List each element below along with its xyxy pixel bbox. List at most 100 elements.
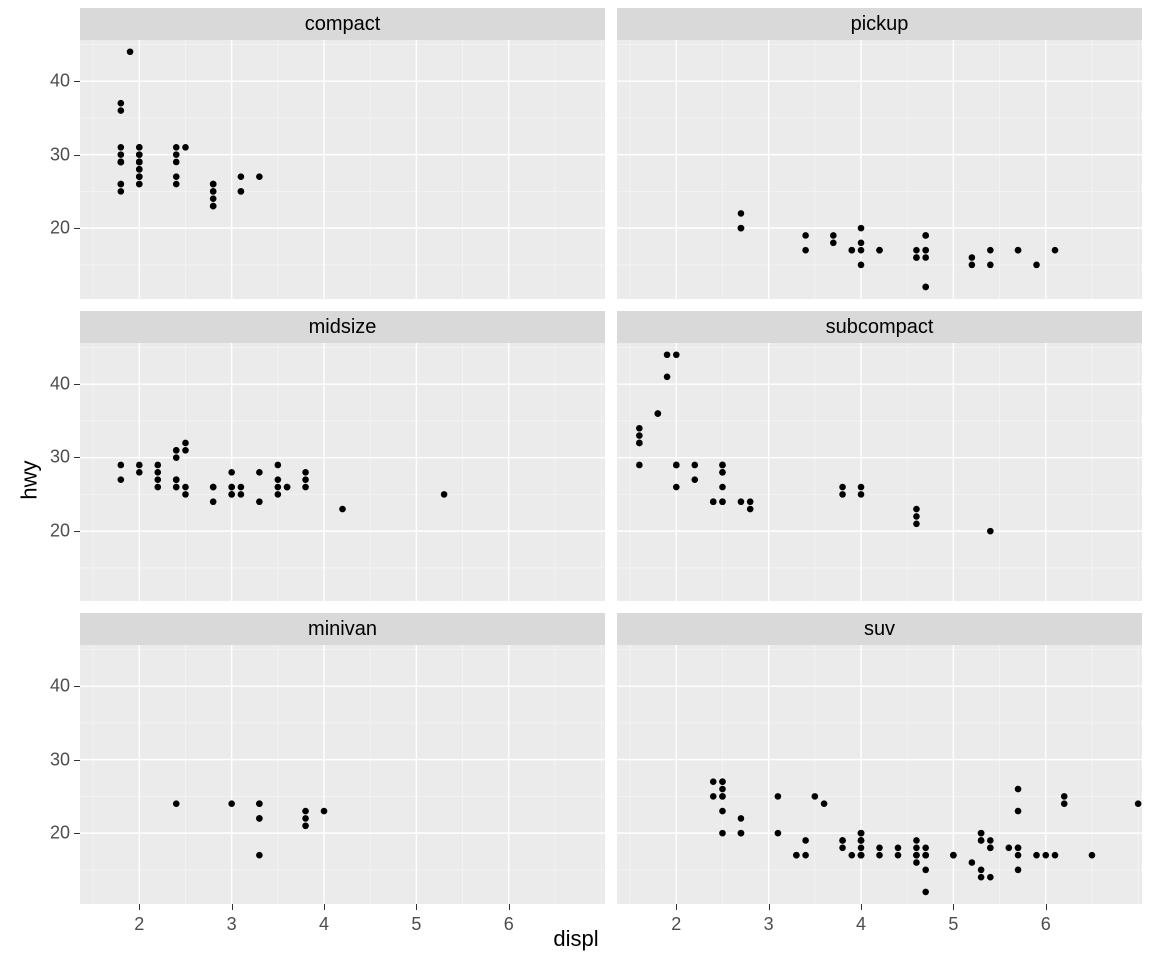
x-tick-group: 23456 bbox=[617, 904, 1142, 938]
data-point bbox=[136, 181, 143, 188]
data-point bbox=[1042, 852, 1049, 859]
data-point bbox=[848, 247, 855, 254]
data-point bbox=[719, 808, 726, 815]
data-point bbox=[738, 815, 745, 822]
data-point bbox=[210, 483, 217, 490]
data-point bbox=[302, 808, 309, 815]
x-tick-label: 6 bbox=[1041, 914, 1051, 935]
data-point bbox=[673, 461, 680, 468]
data-point bbox=[839, 491, 846, 498]
y-tick-label: 30 bbox=[50, 447, 70, 468]
data-point bbox=[118, 144, 125, 151]
data-point bbox=[275, 476, 282, 483]
data-point bbox=[173, 151, 180, 158]
y-tick-mark bbox=[74, 81, 80, 82]
x-tick-group: 23456 bbox=[80, 904, 605, 938]
x-tick-mark bbox=[769, 904, 770, 910]
data-point bbox=[136, 469, 143, 476]
data-point bbox=[173, 173, 180, 180]
data-point bbox=[210, 203, 217, 210]
data-point bbox=[858, 225, 865, 232]
data-point bbox=[182, 439, 189, 446]
y-tick-label: 20 bbox=[50, 218, 70, 239]
x-tick-mark bbox=[416, 904, 417, 910]
data-point bbox=[969, 860, 976, 867]
data-point bbox=[775, 830, 782, 837]
data-point bbox=[118, 188, 125, 195]
data-point bbox=[858, 845, 865, 852]
data-point bbox=[182, 447, 189, 454]
facet-strip: subcompact bbox=[617, 311, 1142, 343]
x-tick-mark bbox=[324, 904, 325, 910]
data-point bbox=[228, 801, 235, 808]
data-point bbox=[858, 491, 865, 498]
data-point bbox=[987, 837, 994, 844]
x-tick-mark bbox=[676, 904, 677, 910]
data-point bbox=[136, 144, 143, 151]
x-tick-mark bbox=[1046, 904, 1047, 910]
data-point bbox=[210, 188, 217, 195]
data-point bbox=[441, 491, 448, 498]
panel bbox=[80, 343, 605, 602]
facet-subcompact: subcompact bbox=[617, 311, 1142, 602]
x-tick-label: 4 bbox=[856, 914, 866, 935]
data-point bbox=[173, 454, 180, 461]
data-point bbox=[154, 469, 161, 476]
data-point bbox=[636, 461, 643, 468]
data-point bbox=[256, 801, 263, 808]
panel bbox=[617, 645, 1142, 904]
y-tick-mark bbox=[74, 457, 80, 458]
data-point bbox=[775, 793, 782, 800]
y-tick-mark bbox=[74, 686, 80, 687]
data-point bbox=[802, 232, 809, 239]
data-point bbox=[636, 432, 643, 439]
data-point bbox=[228, 469, 235, 476]
x-tick-label: 5 bbox=[948, 914, 958, 935]
facet-pickup: pickup bbox=[617, 8, 1142, 299]
x-tick-label: 3 bbox=[227, 914, 237, 935]
data-point bbox=[913, 513, 920, 520]
facet-minivan: minivan20304023456 bbox=[80, 613, 605, 904]
data-point bbox=[136, 173, 143, 180]
data-point bbox=[978, 837, 985, 844]
data-point bbox=[802, 852, 809, 859]
facet-strip: compact bbox=[80, 8, 605, 40]
data-point bbox=[1015, 845, 1022, 852]
data-point bbox=[1135, 801, 1142, 808]
data-point bbox=[987, 874, 994, 881]
y-tick-mark bbox=[74, 531, 80, 532]
y-tick-mark bbox=[74, 155, 80, 156]
data-point bbox=[913, 860, 920, 867]
data-point bbox=[256, 498, 263, 505]
data-point bbox=[858, 837, 865, 844]
data-point bbox=[256, 173, 263, 180]
data-point bbox=[655, 410, 662, 417]
data-point bbox=[302, 476, 309, 483]
data-point bbox=[719, 461, 726, 468]
data-point bbox=[922, 845, 929, 852]
data-point bbox=[118, 100, 125, 107]
x-tick-label: 2 bbox=[134, 914, 144, 935]
data-point bbox=[978, 867, 985, 874]
data-point bbox=[238, 173, 245, 180]
x-tick-label: 3 bbox=[764, 914, 774, 935]
panel bbox=[617, 40, 1142, 299]
data-point bbox=[719, 786, 726, 793]
y-tick-label: 40 bbox=[50, 373, 70, 394]
data-point bbox=[839, 483, 846, 490]
data-point bbox=[1089, 852, 1096, 859]
data-point bbox=[858, 483, 865, 490]
data-point bbox=[830, 240, 837, 247]
y-tick-label: 30 bbox=[50, 144, 70, 165]
data-point bbox=[913, 254, 920, 261]
y-tick-label: 20 bbox=[50, 520, 70, 541]
data-point bbox=[710, 793, 717, 800]
x-tick-mark bbox=[861, 904, 862, 910]
data-point bbox=[913, 520, 920, 527]
facet-strip: minivan bbox=[80, 613, 605, 645]
data-point bbox=[876, 247, 883, 254]
data-point bbox=[182, 491, 189, 498]
data-point bbox=[228, 483, 235, 490]
data-point bbox=[738, 210, 745, 217]
data-point bbox=[673, 483, 680, 490]
